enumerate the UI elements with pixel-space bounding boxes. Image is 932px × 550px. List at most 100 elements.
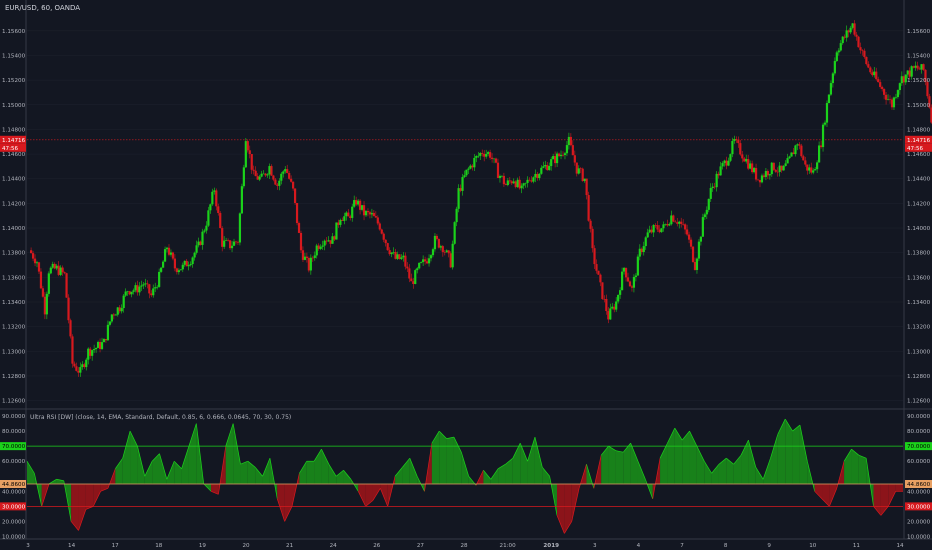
- candle-body: [904, 74, 907, 83]
- rsi-area-segment: [152, 453, 160, 484]
- candle-body: [827, 94, 831, 104]
- candle: [358, 199, 362, 215]
- time-tick: 18: [155, 543, 163, 549]
- price-tick-right: 1.15200: [907, 78, 931, 84]
- candle: [104, 338, 108, 343]
- candle: [790, 152, 793, 157]
- candle-body: [624, 267, 628, 278]
- candle: [843, 34, 846, 40]
- rsi-line-segment: [115, 457, 123, 469]
- candle: [303, 252, 307, 261]
- candle: [240, 183, 243, 214]
- candle: [364, 209, 368, 218]
- candle-body: [914, 65, 917, 68]
- candle: [721, 161, 724, 170]
- candle: [573, 150, 576, 166]
- candle: [760, 173, 764, 184]
- candle-body: [57, 265, 60, 275]
- candle-body: [682, 223, 685, 225]
- candle-body: [161, 261, 165, 268]
- candle: [904, 74, 907, 85]
- rsi-line-segment: [740, 439, 749, 456]
- rsi-line-segment: [843, 448, 852, 462]
- candle-body: [638, 248, 641, 257]
- candle: [544, 160, 547, 170]
- candle: [35, 260, 39, 268]
- candle-body: [861, 50, 864, 51]
- candle: [599, 273, 602, 287]
- candle: [717, 171, 720, 179]
- candle-body: [35, 262, 39, 264]
- candle: [167, 244, 171, 257]
- rsi-line-segment: [144, 461, 153, 477]
- candle: [695, 257, 699, 274]
- candle: [479, 152, 482, 161]
- candle: [483, 150, 486, 162]
- candle-body: [400, 257, 403, 260]
- rsi-area-segment: [144, 461, 153, 484]
- candle-body: [47, 273, 50, 294]
- midline-tag-right-bg: [905, 479, 932, 488]
- rsi-line-segment: [615, 450, 624, 453]
- price-tick-left: 1.15400: [2, 53, 26, 59]
- candle: [524, 182, 527, 188]
- candle-body: [189, 264, 192, 266]
- candle: [301, 246, 305, 263]
- candle: [733, 135, 736, 144]
- candle-body: [463, 175, 466, 178]
- candle-body: [431, 249, 435, 256]
- candle: [886, 94, 890, 101]
- candle-body: [418, 262, 421, 269]
- rsi-area-segment: [188, 423, 197, 484]
- candle: [211, 188, 214, 206]
- price-axis[interactable]: 1.12600 1.12600 1.12800 1.12800 1.13000 1.130…: [2, 29, 931, 405]
- candle-body: [837, 50, 840, 53]
- candle-body: [248, 150, 251, 155]
- candle: [597, 270, 600, 275]
- rsi-area-segment: [137, 446, 145, 484]
- rsi-line-segment: [313, 448, 322, 462]
- candle-body: [282, 171, 285, 174]
- candle-body: [106, 324, 110, 341]
- rsi-line-segment: [703, 461, 712, 474]
- candle-body: [140, 285, 143, 287]
- candle: [116, 306, 119, 317]
- candle: [747, 154, 750, 171]
- rsi-area-segment: [372, 483, 381, 501]
- rsi-area-segment: [755, 467, 764, 484]
- rsi-line-segment: [549, 476, 558, 516]
- time-tick: 14: [896, 543, 904, 549]
- candle-body: [394, 251, 397, 259]
- time-tick: 21:00: [500, 543, 517, 549]
- rsi-axis[interactable]: 10.0000 10.0000 20.0000 20.0000 40.0000 40.00…: [2, 414, 931, 540]
- candle-body: [898, 83, 901, 91]
- candle: [662, 221, 665, 232]
- candle: [260, 170, 263, 178]
- candle-body: [573, 155, 576, 163]
- candle-body: [138, 286, 141, 293]
- candle-body: [607, 311, 610, 320]
- price-tick-left: 1.15600: [2, 29, 26, 35]
- candle-body: [134, 285, 137, 291]
- candle-body: [132, 290, 135, 292]
- candle: [207, 206, 210, 228]
- time-axis[interactable]: 3 14 17 18 19 20 21 24 26 27 28 21:00 2019 3 4 7 8 9 10 11 1…: [26, 543, 904, 549]
- candle-body: [571, 145, 574, 156]
- candle: [764, 168, 768, 181]
- candle: [406, 262, 409, 272]
- candle-body: [215, 190, 218, 207]
- rsi-line-segment: [652, 458, 661, 499]
- candle: [362, 201, 366, 221]
- candle: [384, 239, 387, 247]
- candle: [30, 247, 33, 254]
- candle: [408, 264, 411, 283]
- last-price-tag-right-text: 1.14716: [907, 138, 931, 144]
- price-tick-left: 1.13800: [2, 251, 26, 257]
- overbought-tag-left-bg: [0, 442, 26, 451]
- candle: [333, 235, 336, 241]
- candle: [67, 294, 70, 324]
- rsi-line-segment: [622, 442, 631, 453]
- rsi-area-segment: [93, 483, 101, 507]
- candle: [93, 344, 96, 353]
